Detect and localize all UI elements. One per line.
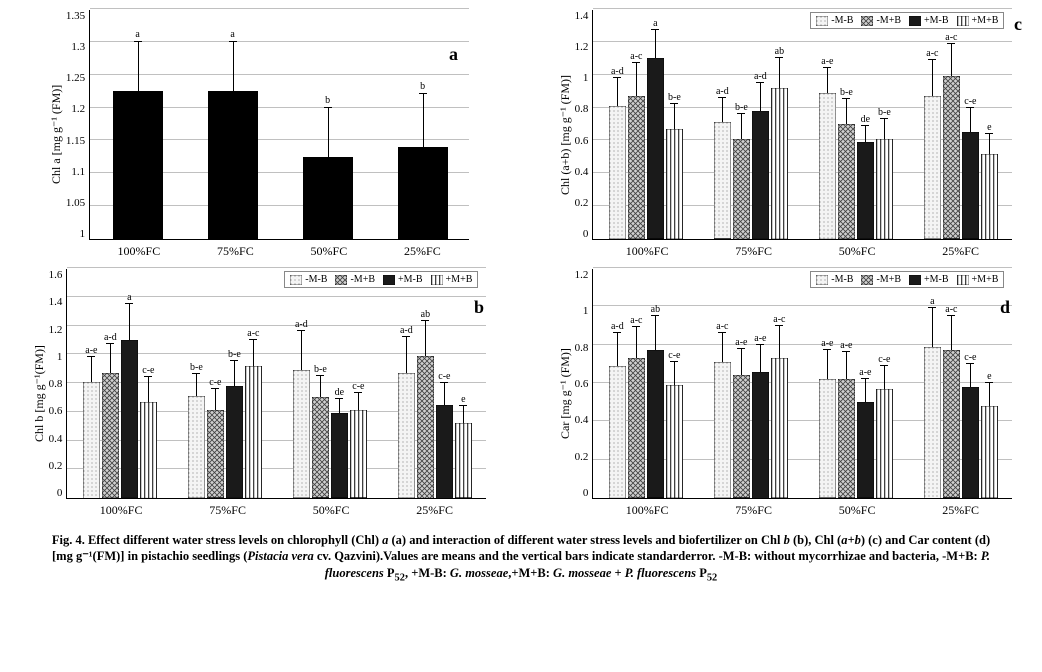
panel-c-yaxis: 1.41.210.80.60.40.20 bbox=[575, 10, 593, 240]
cap-i8: P. fluorescens bbox=[625, 566, 696, 580]
legend: -M-B-M+B+M-B+M+B bbox=[810, 12, 1004, 29]
panel-a-ylabel: Chl a [mg g⁻¹ (FM)] bbox=[47, 10, 66, 259]
panel-d-yaxis: 1.210.80.60.40.20 bbox=[575, 269, 593, 499]
panel-d: d Car [mg g⁻¹ (FM)] 1.210.80.60.40.20 -M… bbox=[536, 269, 1032, 518]
panel-a-xaxis: 100%FC75%FC50%FC25%FC bbox=[89, 240, 469, 259]
cap-t8: ,+M+B: bbox=[508, 566, 553, 580]
panel-d-ylabel: Car [mg g⁻¹ (FM)] bbox=[556, 269, 575, 518]
cap-t10: P bbox=[696, 566, 707, 580]
cap-t7: , +M-B: bbox=[405, 566, 450, 580]
panel-b-xaxis: 100%FC75%FC50%FC25%FC bbox=[66, 499, 486, 518]
panel-c-letter: c bbox=[1014, 14, 1022, 35]
panel-a-letter: a bbox=[449, 44, 458, 65]
legend: -M-B-M+B+M-B+M+B bbox=[284, 271, 478, 288]
panel-c-xaxis: 100%FC75%FC50%FC25%FC bbox=[592, 240, 1012, 259]
panel-b-plot: -M-B-M+B+M-B+M+Ba-ea-dac-eb-ec-eb-ea-ca-… bbox=[66, 269, 486, 499]
panel-a: a Chl a [mg g⁻¹ (FM)] 1.351.31.251.21.15… bbox=[10, 10, 506, 259]
panel-c-ylabel: Chl (a+b) [mg g⁻¹ (FM)] bbox=[556, 10, 575, 259]
cap-t9: + bbox=[611, 566, 624, 580]
cap-t6: P bbox=[384, 566, 395, 580]
cap-i4: Pistacia vera bbox=[247, 549, 313, 563]
chart-grid: a Chl a [mg g⁻¹ (FM)] 1.351.31.251.21.15… bbox=[10, 10, 1032, 518]
panel-b-letter: b bbox=[474, 297, 484, 318]
cap-i3: a+b bbox=[841, 533, 861, 547]
panel-d-plot: -M-B-M+B+M-B+M+Ba-da-cabc-ea-ca-ea-ea-ca… bbox=[592, 269, 1012, 499]
panel-d-letter: d bbox=[1000, 297, 1010, 318]
panel-b-yaxis: 1.61.41.210.80.60.40.20 bbox=[49, 269, 67, 499]
panel-b-ylabel: Chl b [mg g⁻¹(FM)] bbox=[30, 269, 49, 518]
panel-c: c Chl (a+b) [mg g⁻¹ (FM)] 1.41.210.80.60… bbox=[536, 10, 1032, 259]
cap-i7: G. mosseae bbox=[553, 566, 611, 580]
panel-b: b Chl b [mg g⁻¹(FM)] 1.61.41.210.80.60.4… bbox=[10, 269, 506, 518]
cap-t3: (b), Chl ( bbox=[790, 533, 841, 547]
panel-a-yaxis: 1.351.31.251.21.151.11.051 bbox=[66, 10, 89, 240]
cap-sub2: 52 bbox=[707, 572, 717, 583]
cap-t2: (a) and interaction of different water s… bbox=[388, 533, 783, 547]
panel-a-plot: aabb bbox=[89, 10, 469, 240]
cap-sub1: 52 bbox=[395, 572, 405, 583]
panel-c-plot: -M-B-M+B+M-B+M+Ba-da-cab-ea-db-ea-daba-e… bbox=[592, 10, 1012, 240]
cap-i6: G. mosseae bbox=[450, 566, 508, 580]
cap-t: Fig. 4. Effect different water stress le… bbox=[52, 533, 382, 547]
panel-d-xaxis: 100%FC75%FC50%FC25%FC bbox=[592, 499, 1012, 518]
cap-t5: cv. Qazvini).Values are means and the ve… bbox=[314, 549, 981, 563]
legend: -M-B-M+B+M-B+M+B bbox=[810, 271, 1004, 288]
figure-caption: Fig. 4. Effect different water stress le… bbox=[10, 532, 1032, 585]
